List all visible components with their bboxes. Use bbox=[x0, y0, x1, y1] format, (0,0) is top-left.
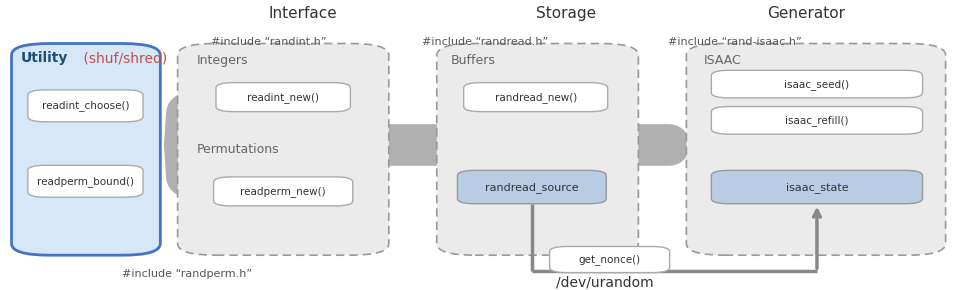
FancyBboxPatch shape bbox=[216, 83, 350, 112]
FancyBboxPatch shape bbox=[12, 44, 160, 255]
Text: ISAAC: ISAAC bbox=[704, 55, 741, 67]
FancyBboxPatch shape bbox=[178, 44, 389, 255]
FancyBboxPatch shape bbox=[549, 246, 670, 273]
Text: #include “randperm.h”: #include “randperm.h” bbox=[122, 269, 252, 279]
FancyBboxPatch shape bbox=[686, 44, 946, 255]
Text: readint_choose(): readint_choose() bbox=[41, 100, 130, 111]
Text: Utility: Utility bbox=[21, 51, 68, 65]
Text: get_nonce(): get_nonce() bbox=[579, 254, 640, 265]
Text: Buffers: Buffers bbox=[451, 55, 496, 67]
FancyBboxPatch shape bbox=[464, 83, 608, 112]
Text: readperm_new(): readperm_new() bbox=[240, 186, 326, 197]
Text: Permutations: Permutations bbox=[197, 143, 279, 156]
Text: randread_new(): randread_new() bbox=[494, 92, 577, 103]
Text: Generator: Generator bbox=[767, 6, 846, 21]
Text: readint_new(): readint_new() bbox=[248, 92, 319, 103]
FancyBboxPatch shape bbox=[28, 165, 143, 197]
Text: isaac_seed(): isaac_seed() bbox=[784, 79, 850, 90]
Text: Integers: Integers bbox=[197, 55, 249, 67]
FancyBboxPatch shape bbox=[458, 171, 607, 204]
Text: /dev/urandom: /dev/urandom bbox=[556, 276, 654, 290]
Text: readperm_bound(): readperm_bound() bbox=[36, 176, 134, 187]
Text: isaac_refill(): isaac_refill() bbox=[785, 115, 849, 126]
FancyBboxPatch shape bbox=[213, 177, 352, 206]
FancyBboxPatch shape bbox=[437, 44, 638, 255]
Text: #include “rand-isaac.h”: #include “rand-isaac.h” bbox=[667, 37, 802, 47]
Text: Interface: Interface bbox=[268, 6, 337, 21]
FancyBboxPatch shape bbox=[711, 107, 923, 134]
Text: randread_source: randread_source bbox=[485, 182, 579, 193]
FancyBboxPatch shape bbox=[711, 70, 923, 98]
Text: (shuf/shred): (shuf/shred) bbox=[79, 51, 167, 65]
FancyBboxPatch shape bbox=[711, 171, 923, 204]
Text: isaac_state: isaac_state bbox=[785, 182, 849, 193]
FancyBboxPatch shape bbox=[28, 90, 143, 122]
Text: #include “randint.h”: #include “randint.h” bbox=[211, 37, 326, 47]
Text: #include “randread.h”: #include “randread.h” bbox=[421, 37, 548, 47]
Text: Storage: Storage bbox=[537, 6, 596, 21]
